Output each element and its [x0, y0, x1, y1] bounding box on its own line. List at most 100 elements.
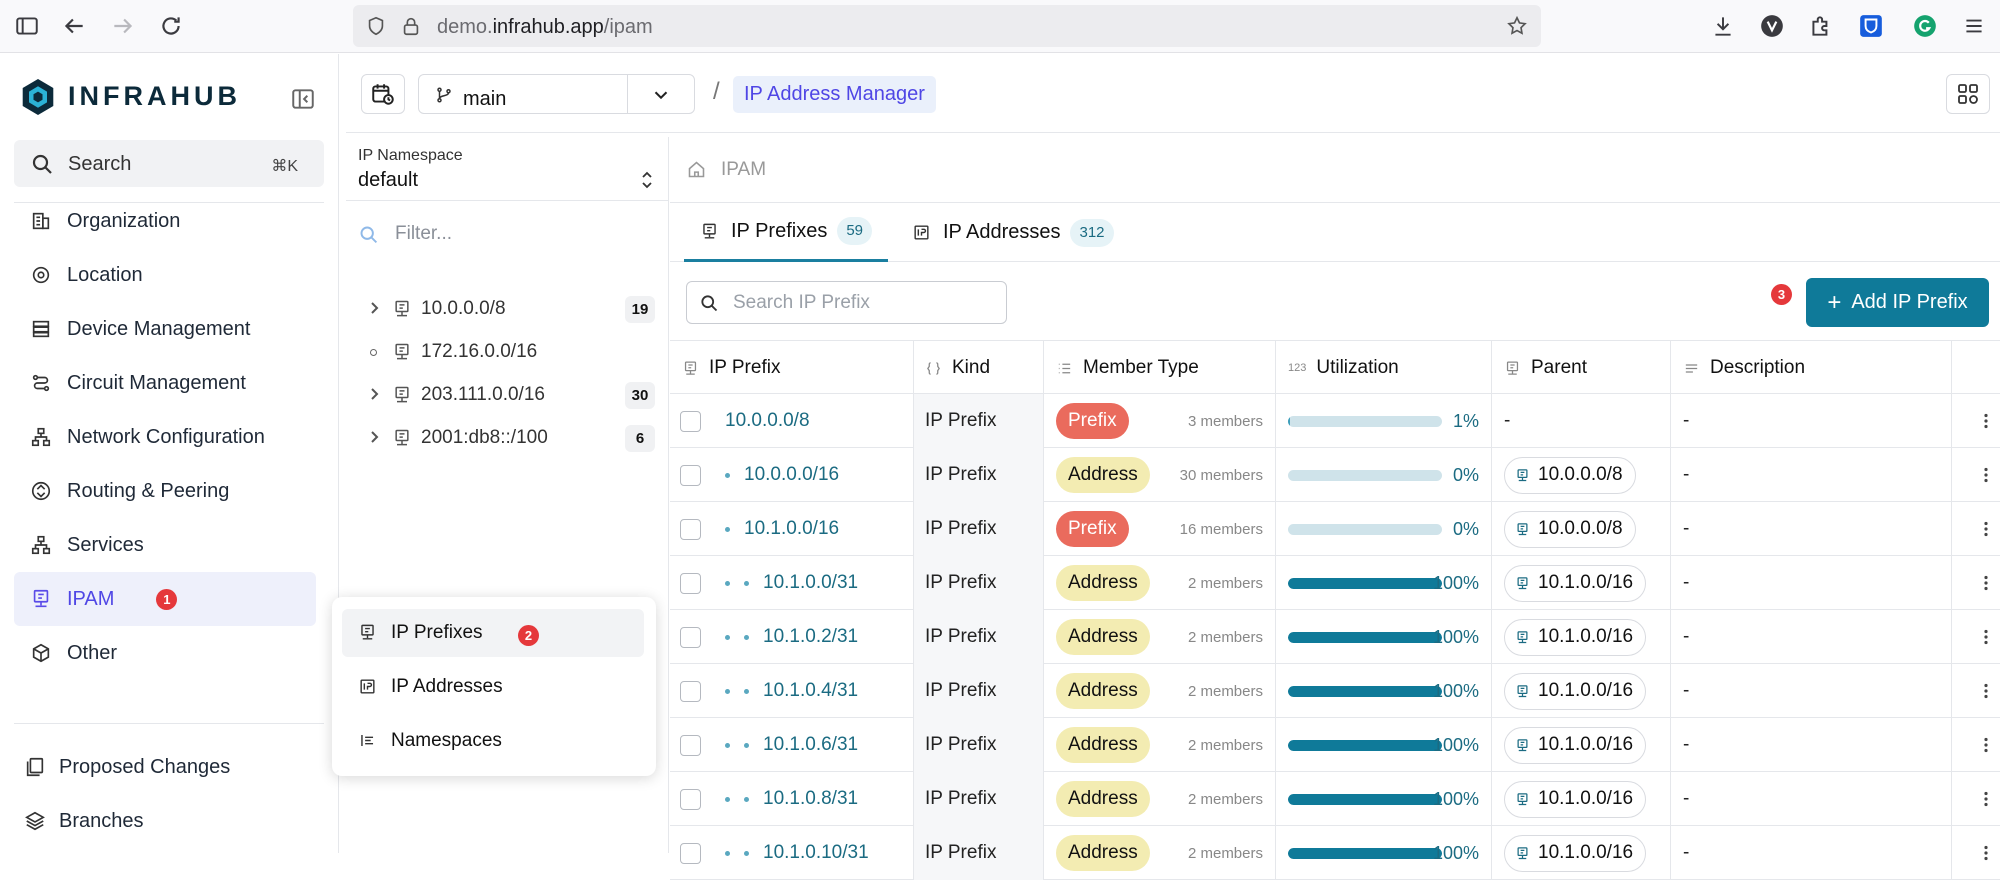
breadcrumb-ipam[interactable]: IPAM: [721, 159, 767, 180]
menu-icon[interactable]: [1961, 13, 1987, 39]
sidebar-item-organization[interactable]: Organization: [14, 194, 316, 248]
row-checkbox[interactable]: [680, 627, 701, 648]
row-checkbox[interactable]: [680, 843, 701, 864]
row-actions-icon[interactable]: [1977, 790, 1995, 808]
prefix-link[interactable]: 10.0.0.0/8: [725, 410, 810, 431]
table-row[interactable]: 10.1.0.0/16 IP Prefix Prefix 16 members 0% 10…: [670, 502, 2000, 556]
tab-ip-prefixes[interactable]: IP Prefixes 59: [684, 203, 889, 262]
table-row[interactable]: 10.1.0.8/31 IP Prefix Address 2 members 100%…: [670, 772, 2000, 826]
table-row[interactable]: 10.1.0.10/31 IP Prefix Address 2 members 100…: [670, 826, 2000, 880]
sidebar-item-services[interactable]: Services: [14, 518, 316, 572]
prefix-link[interactable]: 10.1.0.6/31: [763, 734, 859, 755]
schedule-button[interactable]: [361, 74, 405, 114]
bookmark-star-icon[interactable]: [1506, 15, 1528, 37]
parent-link[interactable]: 10.1.0.0/16: [1504, 564, 1647, 602]
prefix-link[interactable]: 10.1.0.10/31: [763, 842, 869, 863]
sidebar-item-branches[interactable]: Branches: [14, 794, 316, 848]
namespace-select[interactable]: IP Namespace default: [346, 137, 669, 201]
prefix-link[interactable]: 10.1.0.8/31: [763, 788, 859, 809]
parent-link[interactable]: 10.1.0.0/16: [1504, 780, 1647, 818]
global-search[interactable]: Search ⌘K: [14, 140, 324, 187]
add-ip-prefix-button[interactable]: + Add IP Prefix: [1806, 278, 1989, 327]
column-member-type[interactable]: Member Type: [1056, 341, 1199, 395]
sidebar-toggle-icon[interactable]: [14, 13, 40, 39]
column-parent[interactable]: Parent: [1504, 341, 1587, 395]
shield-icon[interactable]: [365, 15, 387, 37]
row-checkbox[interactable]: [680, 519, 701, 540]
sidebar-item-ipam[interactable]: IPAM 1: [14, 572, 316, 626]
row-actions-icon[interactable]: [1977, 412, 1995, 430]
reload-icon[interactable]: [158, 13, 184, 39]
home-icon[interactable]: [686, 159, 707, 180]
prefix-link[interactable]: 10.1.0.2/31: [763, 626, 859, 647]
prefix-link[interactable]: 10.1.0.0/31: [763, 572, 859, 593]
row-checkbox[interactable]: [680, 735, 701, 756]
breadcrumb-ip-address-manager[interactable]: IP Address Manager: [733, 76, 936, 113]
sidebar-item-network-configuration[interactable]: Network Configuration: [14, 410, 316, 464]
table-row[interactable]: 10.1.0.2/31 IP Prefix Address 2 members 100%…: [670, 610, 2000, 664]
submenu-item-ip-prefixes[interactable]: IP Prefixes 2: [342, 609, 644, 657]
parent-link[interactable]: 10.1.0.0/16: [1504, 726, 1647, 764]
tree-item[interactable]: 203.111.0.0/16 30: [346, 375, 669, 415]
row-checkbox[interactable]: [680, 411, 701, 432]
tree-filter[interactable]: Filter...: [346, 201, 669, 265]
sidebar-item-circuit-management[interactable]: Circuit Management: [14, 356, 316, 410]
table-row[interactable]: 10.1.0.4/31 IP Prefix Address 2 members 100%…: [670, 664, 2000, 718]
table-row[interactable]: 10.1.0.0/31 IP Prefix Address 2 members 100%…: [670, 556, 2000, 610]
logo[interactable]: INFRAHUB: [20, 74, 241, 119]
column-utilization[interactable]: 123 Utilization: [1288, 341, 1399, 395]
submenu-item-namespaces[interactable]: Namespaces: [342, 717, 644, 765]
table-row[interactable]: 10.0.0.0/8 IP Prefix Prefix 3 members 1% - -: [670, 394, 2000, 448]
row-actions-icon[interactable]: [1977, 682, 1995, 700]
forward-icon[interactable]: [110, 13, 136, 39]
prefix-link[interactable]: 10.1.0.4/31: [763, 680, 859, 701]
bitwarden-icon[interactable]: [1858, 13, 1884, 39]
chevron-right-icon[interactable]: [366, 429, 382, 445]
parent-link[interactable]: 10.1.0.0/16: [1504, 618, 1647, 656]
prefix-link[interactable]: 10.0.0.0/16: [744, 464, 840, 485]
sidebar-item-routing-peering[interactable]: Routing & Peering: [14, 464, 316, 518]
prefix-search-input[interactable]: Search IP Prefix: [686, 281, 1007, 324]
sidebar-item-other[interactable]: Other: [14, 626, 316, 680]
tree-item[interactable]: 10.0.0.0/8 19: [346, 289, 669, 329]
row-checkbox[interactable]: [680, 573, 701, 594]
grammarly-icon[interactable]: [1912, 13, 1938, 39]
column-description[interactable]: Description: [1683, 341, 1805, 395]
sidebar-item-location[interactable]: Location: [14, 248, 316, 302]
downloads-icon[interactable]: [1710, 13, 1736, 39]
branch-selector[interactable]: main: [418, 74, 695, 114]
table-row[interactable]: 10.1.0.6/31 IP Prefix Address 2 members 100%…: [670, 718, 2000, 772]
chevron-right-icon[interactable]: [366, 386, 382, 402]
parent-link[interactable]: 10.1.0.0/16: [1504, 834, 1647, 872]
collapse-sidebar-icon[interactable]: [290, 86, 316, 112]
row-actions-icon[interactable]: [1977, 466, 1995, 484]
column-ip-prefix[interactable]: IP Prefix: [682, 341, 780, 395]
row-checkbox[interactable]: [680, 789, 701, 810]
tree-item[interactable]: 2001:db8::/100 6: [346, 418, 669, 458]
row-actions-icon[interactable]: [1977, 628, 1995, 646]
extensions-puzzle-icon[interactable]: [1808, 13, 1834, 39]
parent-link[interactable]: 10.0.0.0/8: [1504, 510, 1636, 548]
chevron-down-icon[interactable]: [650, 84, 672, 106]
submenu-item-ip-addresses[interactable]: IP Addresses: [342, 663, 644, 711]
address-bar[interactable]: demo.infrahub.app/ipam: [353, 5, 1541, 47]
sidebar-item-device-management[interactable]: Device Management: [14, 302, 316, 356]
row-actions-icon[interactable]: [1977, 520, 1995, 538]
tab-ip-addresses[interactable]: IP Addresses 312: [912, 203, 1114, 262]
row-checkbox[interactable]: [680, 681, 701, 702]
sidebar-item-proposed-changes[interactable]: Proposed Changes: [14, 740, 316, 794]
apps-button[interactable]: [1946, 74, 1990, 114]
table-row[interactable]: 10.0.0.0/16 IP Prefix Address 30 members 0% 1…: [670, 448, 2000, 502]
row-checkbox[interactable]: [680, 465, 701, 486]
column-kind[interactable]: Kind: [925, 341, 990, 395]
parent-link[interactable]: 10.0.0.0/8: [1504, 456, 1636, 494]
back-icon[interactable]: [61, 13, 87, 39]
row-actions-icon[interactable]: [1977, 844, 1995, 862]
extension-v-icon[interactable]: [1759, 13, 1785, 39]
prefix-link[interactable]: 10.1.0.0/16: [744, 518, 840, 539]
row-actions-icon[interactable]: [1977, 574, 1995, 592]
row-actions-icon[interactable]: [1977, 736, 1995, 754]
chevron-right-icon[interactable]: [366, 300, 382, 316]
tree-item[interactable]: 172.16.0.0/16: [346, 332, 669, 372]
parent-link[interactable]: 10.1.0.0/16: [1504, 672, 1647, 710]
